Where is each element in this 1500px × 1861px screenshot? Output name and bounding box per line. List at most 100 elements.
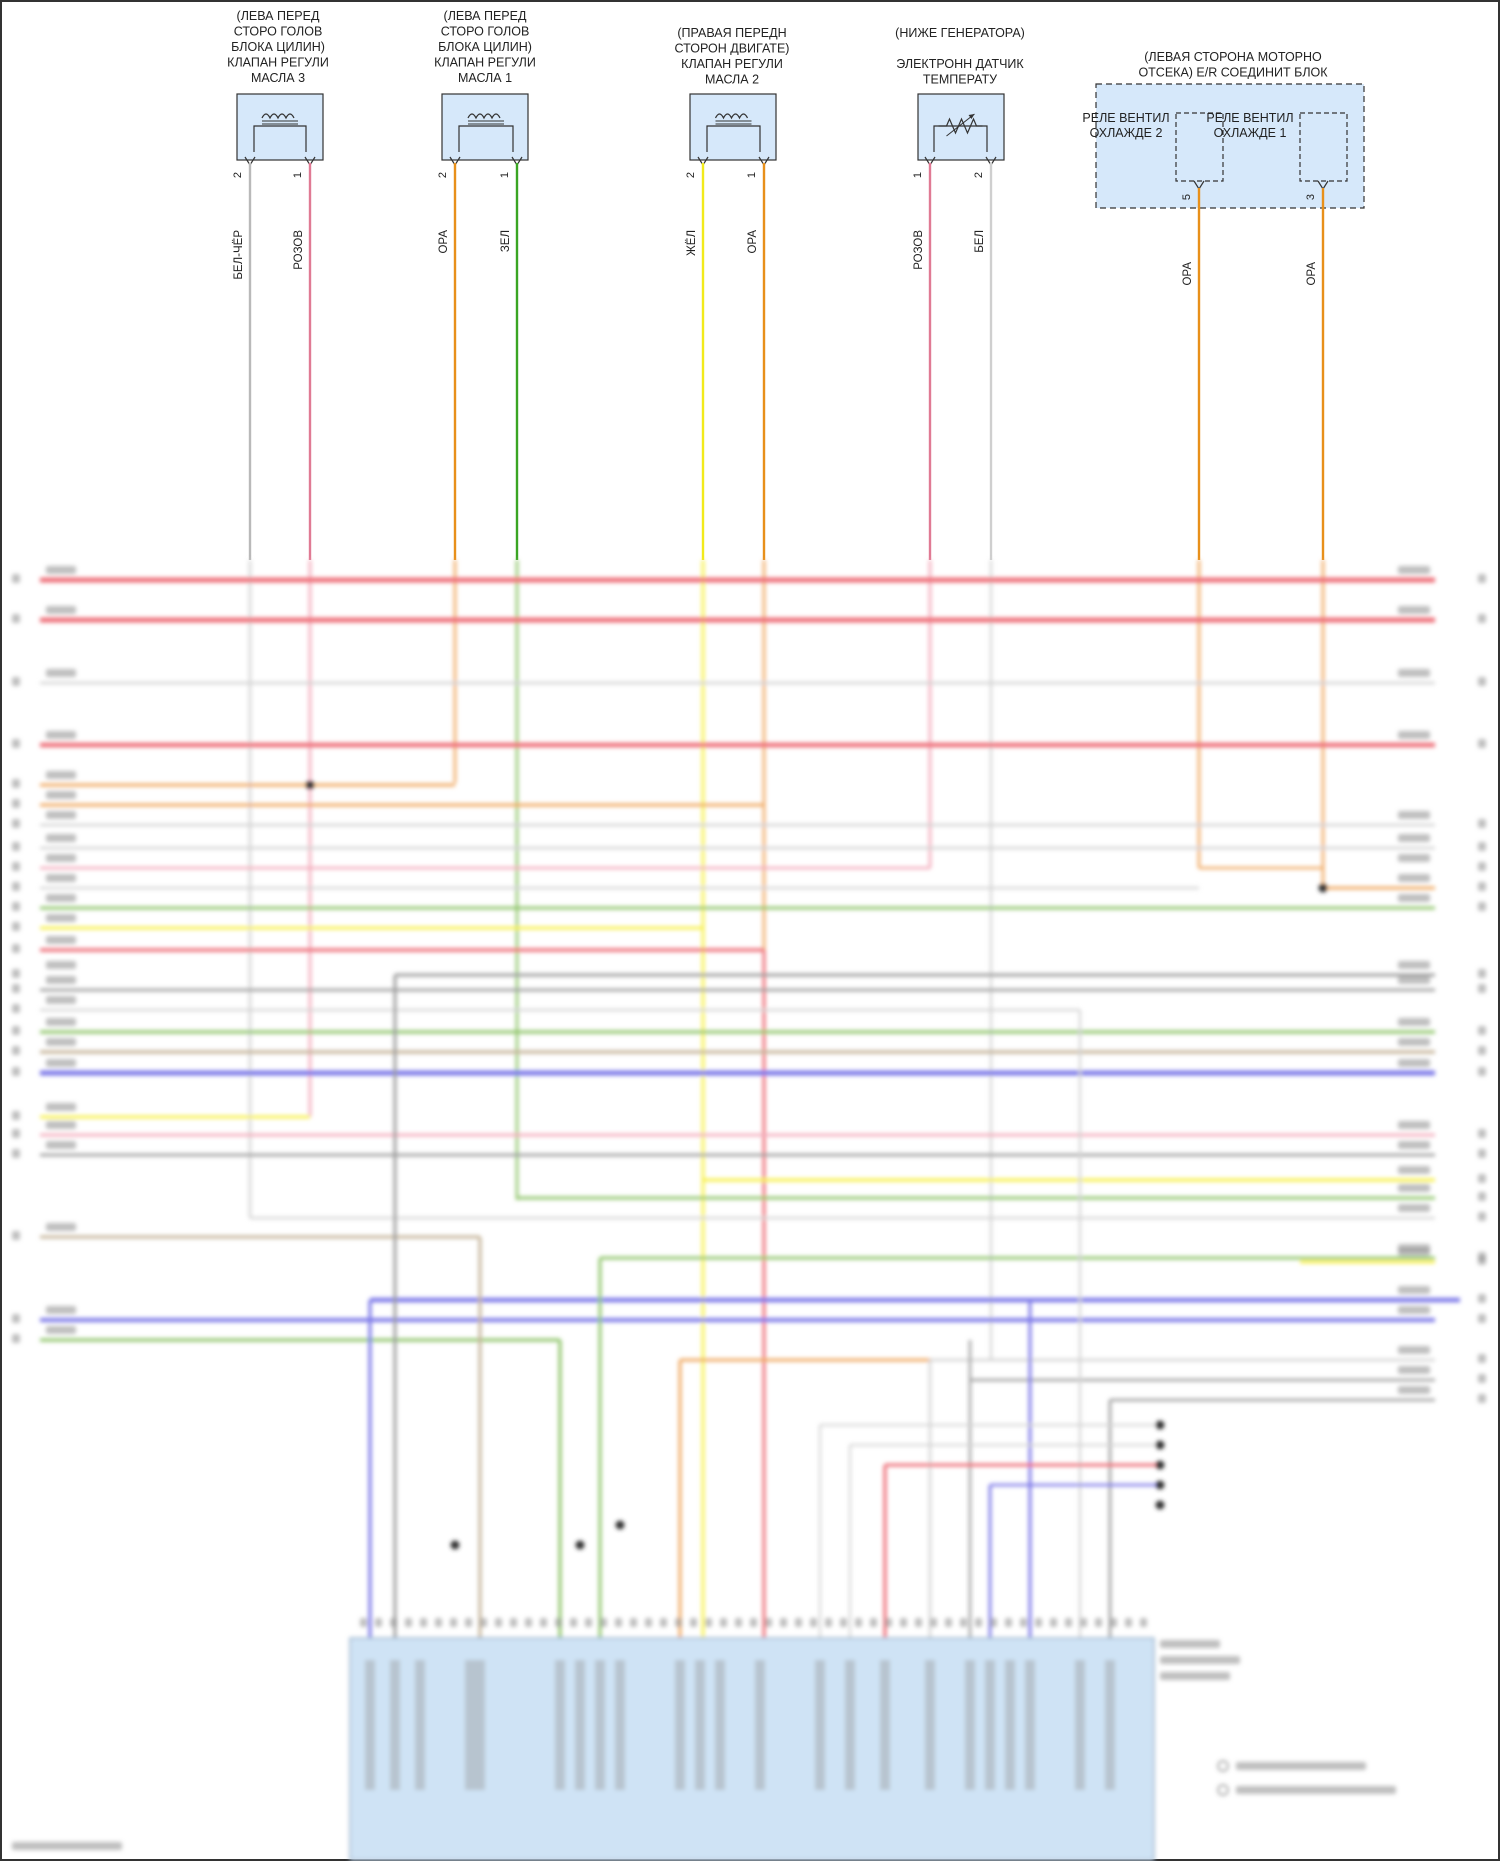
row-number (12, 882, 20, 891)
row-number (12, 1334, 20, 1343)
row-number (1478, 842, 1486, 851)
ecm-pin-number (675, 1618, 682, 1627)
ecm-pin-number (1050, 1618, 1057, 1627)
component-caption: БЛОКА ЦИЛИН) (231, 40, 325, 54)
wire-color-label: РОЗОВ (913, 230, 925, 270)
wire-color-label: ЖЁЛ (686, 230, 698, 256)
row-number (1478, 1212, 1486, 1221)
row-number (12, 902, 20, 911)
row-number (12, 1129, 20, 1138)
wire-color-label: БЕЛ (974, 230, 986, 253)
ecm-pin-description (465, 1660, 475, 1790)
ecm-pin-number (615, 1618, 622, 1627)
ecm-pin-number (975, 1618, 982, 1627)
wire-color-label: ОРА (438, 230, 450, 254)
row-number (1478, 1394, 1486, 1403)
wire-code-label (1398, 1166, 1430, 1174)
ecm-pin-description (575, 1660, 585, 1790)
legend-icon (1217, 1760, 1229, 1772)
row-number (1478, 614, 1486, 623)
wire-code-label (1398, 1059, 1430, 1067)
ecm-pin-description (1025, 1660, 1035, 1790)
component-caption: (ЛЕВА ПЕРЕД (237, 9, 320, 23)
wire-code-label (46, 1121, 76, 1129)
row-number (12, 739, 20, 748)
relay-label: РЕЛЕ ВЕНТИЛ (1082, 111, 1169, 125)
wire-code-label (46, 834, 76, 842)
pin-number: 3 (1305, 194, 1317, 200)
component-caption: МАСЛА 3 (251, 71, 305, 85)
pin-number: 1 (746, 172, 758, 178)
wire-code-label (1398, 606, 1430, 614)
wire-code-label (46, 1038, 76, 1046)
splice-dot (1155, 1420, 1165, 1430)
row-number (1478, 1026, 1486, 1035)
wire-code-label (1398, 961, 1430, 969)
component-caption: МАСЛА 2 (705, 73, 759, 87)
wire-code-label (1398, 834, 1430, 842)
ecm-pin-description (845, 1660, 855, 1790)
wire-code-label (46, 1059, 76, 1067)
row-number (12, 1046, 20, 1055)
ecm-pin-number (495, 1618, 502, 1627)
wire-code-label (46, 1141, 76, 1149)
wire-code-label (1398, 1386, 1430, 1394)
component-box (441, 93, 529, 161)
wire-code-label (1398, 1286, 1430, 1294)
ecm-pin-description (615, 1660, 625, 1790)
row-number (1478, 1149, 1486, 1158)
row-number (12, 1004, 20, 1013)
ecm-pin-description (1005, 1660, 1015, 1790)
wire-color-label: БЕЛ-ЧЁР (233, 230, 245, 280)
row-number (1478, 1354, 1486, 1363)
ecm-pin-number (780, 1618, 787, 1627)
row-number (1478, 1129, 1486, 1138)
ecm-pin-number (900, 1618, 907, 1627)
row-number (12, 1149, 20, 1158)
component-box (689, 93, 777, 161)
ecm-pin-number (660, 1618, 667, 1627)
row-number (12, 677, 20, 686)
row-number (1478, 574, 1486, 583)
component-valve2: (ПРАВАЯ ПЕРЕДН СТОРОН ДВИГАТЕ)КЛАПАН РЕГУ… (675, 26, 789, 560)
row-number (1478, 1192, 1486, 1201)
wire-code-label (46, 854, 76, 862)
wire-color-label: ЗЕЛ (500, 230, 512, 252)
row-number (1478, 677, 1486, 686)
row-number (12, 779, 20, 788)
ecm-pin-number (630, 1618, 637, 1627)
row-number (12, 799, 20, 808)
ecm-pin-number (600, 1618, 607, 1627)
wire-code-label (46, 936, 76, 944)
component-tempsensor: (НИЖЕ ГЕНЕРАТОРА) ЭЛЕКТРОНН ДАТЧИК ТЕМПЕРА… (895, 26, 1025, 560)
wire-color-label: ОРА (747, 230, 759, 254)
wire-code-label (46, 976, 76, 984)
wire-code-label (1398, 811, 1430, 819)
solenoid-coil-icon (714, 113, 749, 120)
row-number (1478, 1174, 1486, 1183)
relay-block-caption: ОТСЕКА) E/R СОЕДИНИТ БЛОК (1138, 66, 1328, 80)
ecm-pin-description (715, 1660, 725, 1790)
ecm-pin-description (675, 1660, 685, 1790)
wire-code-label (1398, 566, 1430, 574)
ecm-pin-description (985, 1660, 995, 1790)
ecm-pin-number (720, 1618, 727, 1627)
component-caption: ЭЛЕКТРОНН ДАТЧИК (896, 57, 1024, 71)
ecm-pin-number (825, 1618, 832, 1627)
internal-circuit (933, 125, 988, 152)
ecm-pin-number (510, 1618, 517, 1627)
row-number (1478, 902, 1486, 911)
pin-number: 2 (685, 172, 697, 178)
row-number (1478, 862, 1486, 871)
splice-dot (1155, 1480, 1165, 1490)
ecm-pin-description (880, 1660, 890, 1790)
internal-circuit (458, 125, 514, 152)
wire-code-label (1398, 1184, 1430, 1192)
ecm-pin-number (915, 1618, 922, 1627)
component-caption: (ЛЕВА ПЕРЕД (444, 9, 527, 23)
relay-fan-1 (1299, 112, 1348, 182)
diagram-code (12, 1842, 122, 1850)
ecm-pin-description (475, 1660, 485, 1790)
pin-number: 2 (437, 172, 449, 178)
